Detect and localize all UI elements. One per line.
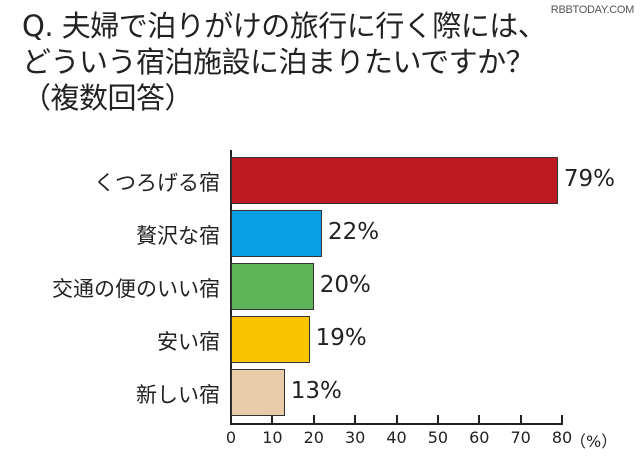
x-tick (519, 415, 522, 424)
value-label: 22% (328, 219, 380, 245)
x-tick (271, 415, 274, 424)
bar (231, 369, 285, 416)
x-tick-label: 50 (427, 428, 449, 447)
title-line-1: Q. 夫婦で泊りがけの旅行に行く際には、 (22, 9, 547, 43)
x-axis-line (230, 423, 563, 425)
x-axis-unit: （%） (570, 432, 618, 451)
x-tick (478, 415, 481, 424)
x-tick-label: 30 (344, 428, 366, 447)
x-tick (561, 415, 563, 424)
bar (231, 157, 558, 204)
value-label: 79% (563, 166, 615, 192)
category-label: くつろげる宿 (94, 171, 220, 195)
x-tick (312, 415, 315, 424)
x-tick-label: 0 (225, 428, 237, 447)
watermark: RBBTODAY.COM (550, 4, 635, 16)
x-tick (395, 415, 398, 424)
category-label: 贅沢な宿 (136, 224, 220, 248)
category-label: 安い宿 (157, 330, 220, 354)
value-label: 13% (290, 378, 342, 404)
chart-title: Q. 夫婦で泊りがけの旅行に行く際には、 どういう宿泊施設に泊まりたいですか？ … (22, 8, 547, 116)
x-tick-label: 10 (262, 428, 283, 447)
x-tick-label: 60 (469, 428, 490, 447)
value-label: 19% (315, 325, 367, 351)
x-tick-label: 80 (551, 428, 573, 447)
x-tick-label: 70 (510, 428, 531, 447)
category-label: 新しい宿 (136, 383, 220, 407)
category-label: 交通の便のいい宿 (52, 277, 220, 301)
bar (231, 210, 323, 257)
bar (231, 263, 314, 310)
bar (231, 316, 310, 363)
x-tick-label: 20 (303, 428, 324, 447)
title-line-2: どういう宿泊施設に泊まりたいですか？ (22, 45, 535, 79)
x-tick (354, 415, 357, 424)
x-tick-label: 40 (386, 428, 407, 447)
title-line-3: （複数回答） (22, 81, 194, 115)
value-label: 20% (319, 272, 371, 298)
x-tick (436, 415, 439, 424)
